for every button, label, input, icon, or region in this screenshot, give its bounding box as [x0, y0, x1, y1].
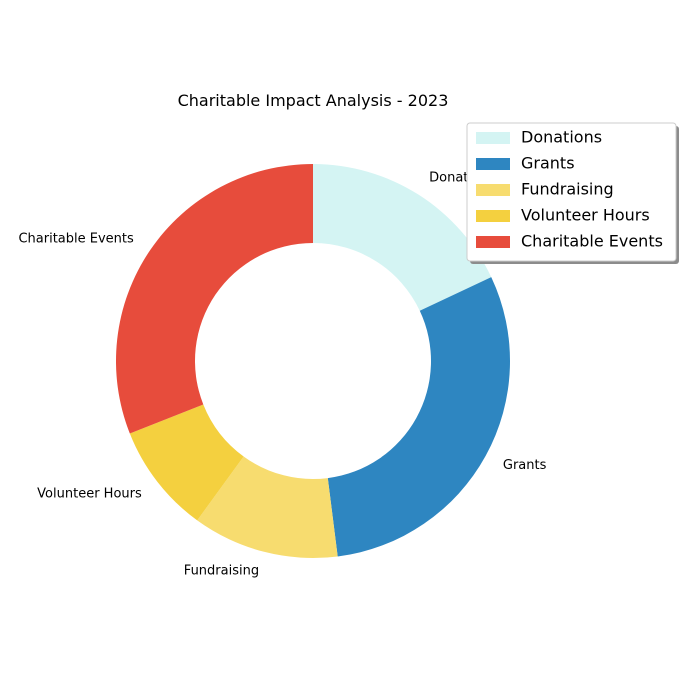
legend-swatch-charitable-events [476, 236, 510, 248]
legend-label-charitable-events: Charitable Events [521, 232, 663, 251]
slice-label-grants: Grants [503, 458, 547, 473]
legend-swatch-volunteer-hours [476, 210, 510, 222]
slice-volunteer-hours [129, 404, 244, 521]
legend-label-donations: Donations [521, 128, 602, 147]
chart-title: Charitable Impact Analysis - 2023 [178, 91, 449, 110]
legend-swatch-grants [476, 158, 510, 170]
legend-label-volunteer-hours: Volunteer Hours [521, 206, 650, 225]
legend-box [466, 122, 677, 262]
slice-grants [327, 277, 510, 557]
slice-label-volunteer-hours: Volunteer Hours [37, 486, 142, 501]
legend-items: Donations Grants Fundraising Volunteer Hour… [476, 128, 663, 251]
slice-label-fundraising: Fundraising [184, 563, 259, 578]
slice-donations [313, 164, 492, 311]
legend-swatch-donations [476, 132, 510, 144]
legend-label-fundraising: Fundraising [521, 180, 614, 199]
donut-slices [116, 164, 510, 558]
slice-charitable-events [116, 164, 314, 434]
slice-label-charitable-events: Charitable Events [18, 232, 134, 247]
legend-label-grants: Grants [521, 154, 575, 173]
legend: Donations Grants Fundraising Volunteer Hour… [466, 122, 679, 264]
legend-swatch-fundraising [476, 184, 510, 196]
slice-fundraising [197, 456, 338, 558]
